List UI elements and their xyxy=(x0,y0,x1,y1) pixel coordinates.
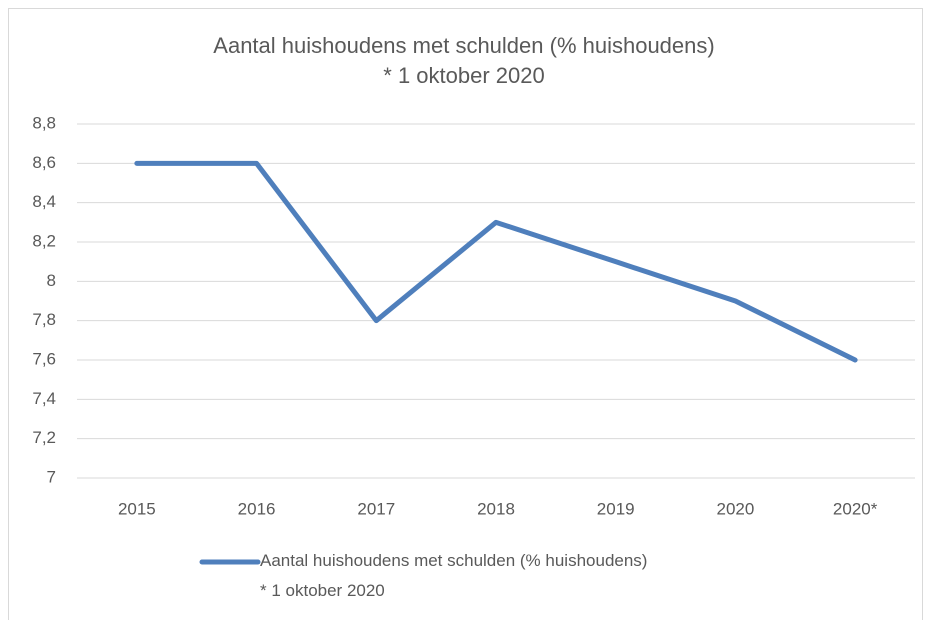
chart-border xyxy=(8,8,923,620)
x-tick-label: 2016 xyxy=(238,499,276,518)
y-tick-label: 8 xyxy=(47,271,56,290)
y-tick-label: 8,8 xyxy=(32,113,56,132)
y-tick-label: 7,4 xyxy=(32,389,56,408)
x-tick-label: 2020 xyxy=(717,499,755,518)
legend-label: Aantal huishoudens met schulden (% huish… xyxy=(260,551,647,600)
y-tick-label: 7,6 xyxy=(32,349,56,368)
x-tick-label: 2017 xyxy=(357,499,395,518)
line xyxy=(134,160,858,363)
x-tick-label: 2015 xyxy=(118,499,156,518)
y-tick-label: 8,4 xyxy=(32,192,56,211)
x-tick-label: 2020* xyxy=(833,499,878,518)
y-tick-label: 8,2 xyxy=(32,231,56,250)
y-tick-label: 8,6 xyxy=(32,153,56,172)
y-tick-label: 7 xyxy=(47,467,56,486)
y-tick-label: 7,8 xyxy=(32,310,56,329)
chart-title: Aantal huishoudens met schulden (% huish… xyxy=(213,33,714,88)
y-tick-label: 7,2 xyxy=(32,428,56,447)
x-tick-label: 2019 xyxy=(597,499,635,518)
x-tick-label: 2018 xyxy=(477,499,515,518)
